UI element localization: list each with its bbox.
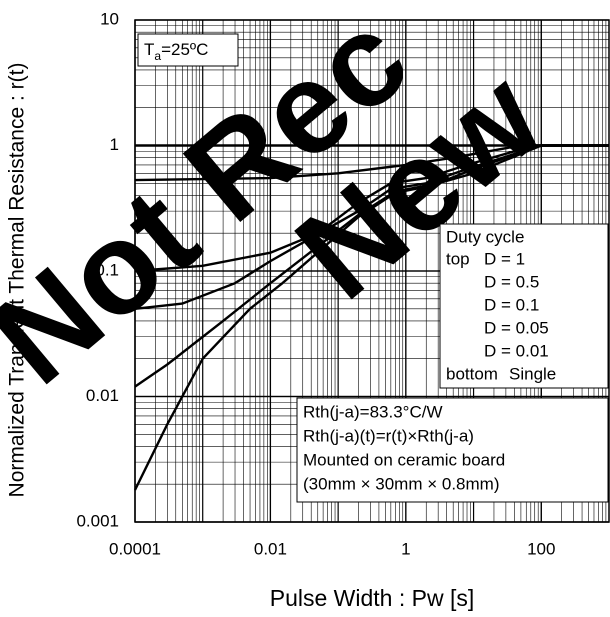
notes-box xyxy=(296,397,609,503)
legend-bottom: bottom xyxy=(446,364,498,383)
curve xyxy=(134,144,609,273)
legend-top: top xyxy=(446,249,470,268)
note: (30mm × 30mm × 0.8mm) xyxy=(303,474,500,493)
legend-entry: D = 0.05 xyxy=(484,318,549,337)
note: Mounted on ceramic board xyxy=(303,450,505,469)
ambient-label-part: a xyxy=(154,49,161,63)
x-tick-label: 0.01 xyxy=(254,539,287,558)
legend-entry: D = 1 xyxy=(484,249,525,268)
note: Rth(j-a)=83.3°C/W xyxy=(303,402,443,421)
legend-entry: D = 0.01 xyxy=(484,341,549,360)
legend-entry: Single xyxy=(509,364,556,383)
y-tick-label: 1 xyxy=(110,135,119,154)
legend-box xyxy=(439,223,609,389)
y-tick-label: 0.1 xyxy=(95,260,119,279)
curve xyxy=(133,144,609,491)
curve xyxy=(134,144,609,182)
y-tick-label: 10 xyxy=(100,9,119,28)
legend-entry: D = 0.5 xyxy=(484,272,539,291)
note: Rth(j-a)(t)=r(t)×Rth(j-a) xyxy=(303,426,474,445)
y-tick-label: 0.001 xyxy=(76,511,119,530)
legend-entry: D = 0.1 xyxy=(484,295,539,314)
x-tick-label: 0.0001 xyxy=(109,539,161,558)
ambient-label-part: T xyxy=(144,40,154,59)
x-axis-label: Pulse Width : Pw [s] xyxy=(270,585,475,611)
ambient-box xyxy=(137,33,239,67)
ambient-label-part: =25ºC xyxy=(161,40,208,59)
x-tick-label: 100 xyxy=(527,539,555,558)
ambient-label: Ta=25ºC xyxy=(144,40,208,63)
curve xyxy=(134,144,609,388)
legend-title: Duty cycle xyxy=(446,227,524,246)
y-axis-label: Normalized Transient Thermal Resistance … xyxy=(6,63,29,498)
y-tick-label: 0.01 xyxy=(86,386,119,405)
x-tick-label: 1 xyxy=(401,539,410,558)
